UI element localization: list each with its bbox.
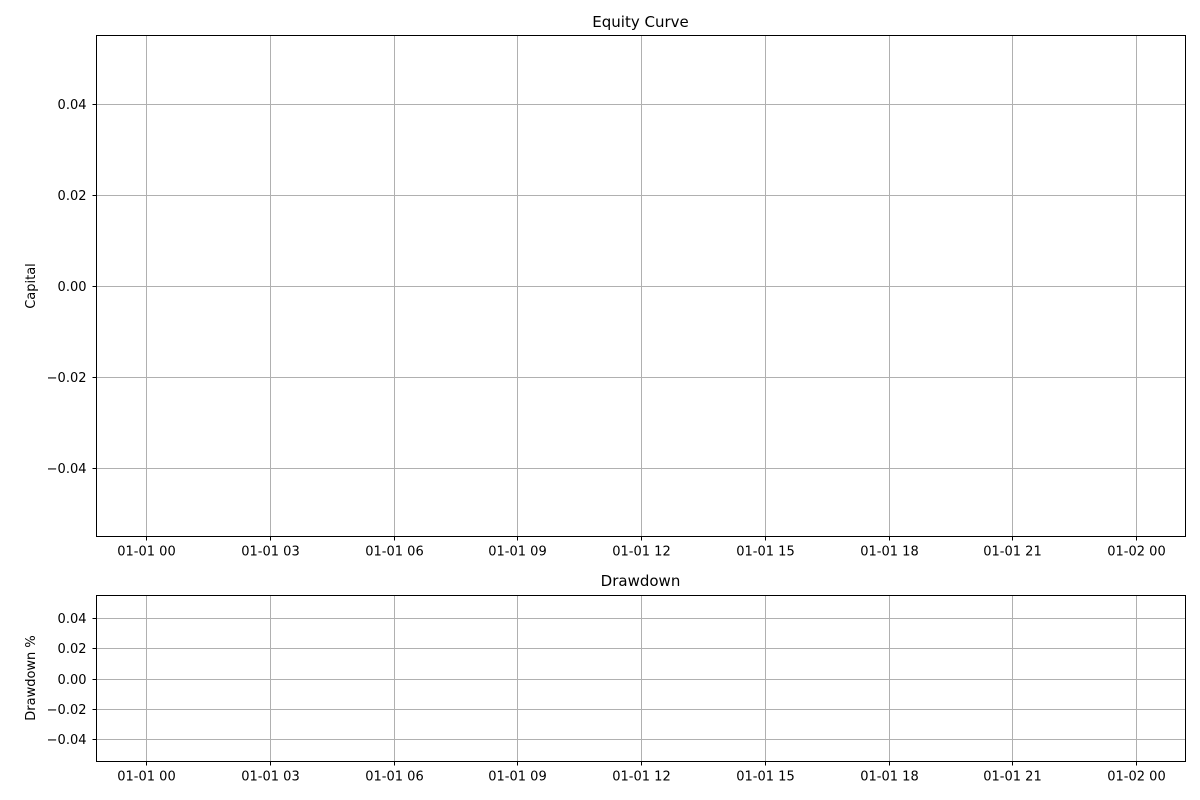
- drawdown-y-tick-label: 0.00: [58, 673, 87, 688]
- equity-curve-x-tick-label: 01-01 15: [736, 545, 794, 560]
- drawdown-x-tick-label: 01-01 21: [983, 770, 1041, 785]
- equity-curve-x-tick-label: 01-01 18: [860, 545, 918, 560]
- drawdown-y-tick-label: −0.02: [47, 703, 87, 718]
- drawdown-x-tick-label: 01-02 00: [1107, 770, 1165, 785]
- equity-curve-x-tick-label: 01-01 06: [365, 545, 423, 560]
- equity-curve-x-tick-label: 01-01 09: [488, 545, 546, 560]
- drawdown-y-tick-label: 0.04: [58, 612, 87, 627]
- equity-curve-x-tick-label: 01-01 21: [983, 545, 1041, 560]
- equity-curve-grid: [96, 35, 1186, 537]
- drawdown-x-tick-label: 01-01 09: [488, 770, 546, 785]
- drawdown-x-tick-label: 01-01 15: [736, 770, 794, 785]
- equity-curve-x-tick-label: 01-01 03: [241, 545, 299, 560]
- drawdown-y-tick-label: −0.04: [47, 733, 87, 748]
- equity-curve-panel: Equity Curve Capital 01-01 00 01-01 03 01-…: [24, 13, 1186, 560]
- equity-curve-y-tick-label: 0.02: [58, 189, 87, 204]
- drawdown-ticks: 01-01 00 01-01 03 01-01 06 01-01 09 01-01 12…: [47, 612, 1166, 785]
- drawdown-ylabel: Drawdown %: [24, 635, 39, 721]
- drawdown-x-tick-label: 01-01 12: [612, 770, 670, 785]
- drawdown-panel: Drawdown Drawdown % 01-01 00 01-01 03 01-0…: [24, 572, 1186, 785]
- drawdown-grid: [96, 595, 1186, 762]
- equity-curve-x-tick-label: 01-01 12: [612, 545, 670, 560]
- equity-curve-y-tick-label: −0.02: [47, 371, 87, 386]
- drawdown-title: Drawdown: [601, 572, 681, 590]
- equity-curve-ticks: 01-01 00 01-01 03 01-01 06 01-01 09 01-01 12…: [47, 98, 1166, 560]
- drawdown-y-tick-label: 0.02: [58, 642, 87, 657]
- drawdown-x-tick-label: 01-01 06: [365, 770, 423, 785]
- equity-curve-y-tick-label: 0.00: [58, 280, 87, 295]
- equity-curve-y-tick-label: 0.04: [58, 98, 87, 113]
- equity-curve-title: Equity Curve: [592, 13, 688, 31]
- equity-curve-ylabel: Capital: [24, 263, 39, 309]
- drawdown-plot-frame: [96, 595, 1186, 762]
- equity-curve-x-tick-label: 01-02 00: [1107, 545, 1165, 560]
- equity-curve-x-tick-label: 01-01 00: [117, 545, 175, 560]
- drawdown-x-tick-label: 01-01 00: [117, 770, 175, 785]
- equity-curve-plot-frame: [96, 35, 1186, 537]
- drawdown-x-tick-label: 01-01 03: [241, 770, 299, 785]
- equity-curve-y-tick-label: −0.04: [47, 462, 87, 477]
- drawdown-x-tick-label: 01-01 18: [860, 770, 918, 785]
